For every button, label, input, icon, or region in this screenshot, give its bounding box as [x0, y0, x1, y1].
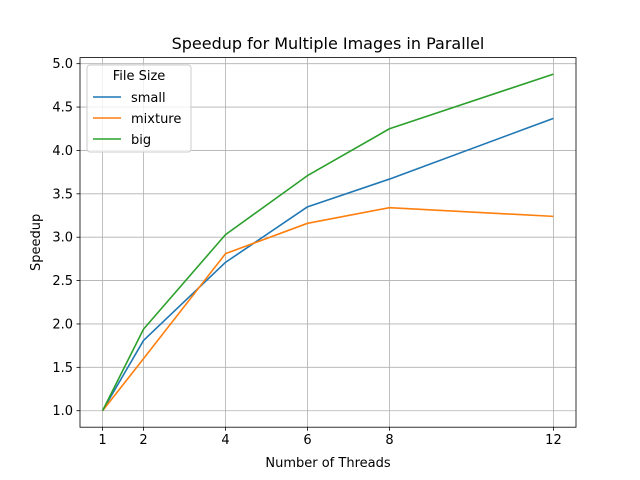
x-tick-label: 8: [385, 433, 393, 448]
y-tick-label: 4.0: [52, 144, 73, 159]
y-tick-label: 3.5: [52, 187, 73, 202]
y-tick-label: 4.5: [52, 101, 73, 116]
legend-label-big: big: [131, 133, 151, 148]
legend-box: [86, 64, 192, 153]
x-tick-label: 12: [545, 433, 562, 448]
legend-title: File Size: [113, 69, 166, 84]
series-lines: [101, 73, 554, 412]
series-line-big: [101, 73, 554, 412]
x-axis-ticks: 1 2 4 6 8 12: [98, 427, 562, 448]
x-tick-label: 4: [221, 433, 229, 448]
grid: [80, 57, 576, 428]
y-tick-label: 5.0: [52, 57, 73, 72]
y-tick-label: 3.0: [52, 231, 73, 246]
y-tick-label: 2.5: [52, 274, 73, 289]
y-axis-label: Speedup: [29, 214, 44, 271]
y-tick-label: 1.0: [52, 404, 73, 419]
y-tick-label: 2.0: [52, 317, 73, 332]
legend-label-small: small: [131, 91, 166, 106]
series-line-mixture: [101, 206, 554, 412]
y-tick-label: 1.5: [52, 361, 73, 376]
plot-frame: [79, 57, 577, 428]
x-tick-label: 1: [98, 433, 106, 448]
legend-label-mixture: mixture: [131, 112, 181, 127]
x-tick-label: 6: [303, 433, 311, 448]
y-axis-ticks: 1.0 1.5 2.0 2.5 3.0 3.5 4.0 4.5 5.0: [52, 57, 80, 419]
x-tick-label: 2: [139, 433, 147, 448]
chart-title: Speedup for Multiple Images in Parallel: [172, 34, 485, 53]
series-line-small: [101, 117, 554, 412]
legend: File Size small mixture big: [86, 64, 192, 153]
x-axis-label: Number of Threads: [265, 456, 390, 471]
